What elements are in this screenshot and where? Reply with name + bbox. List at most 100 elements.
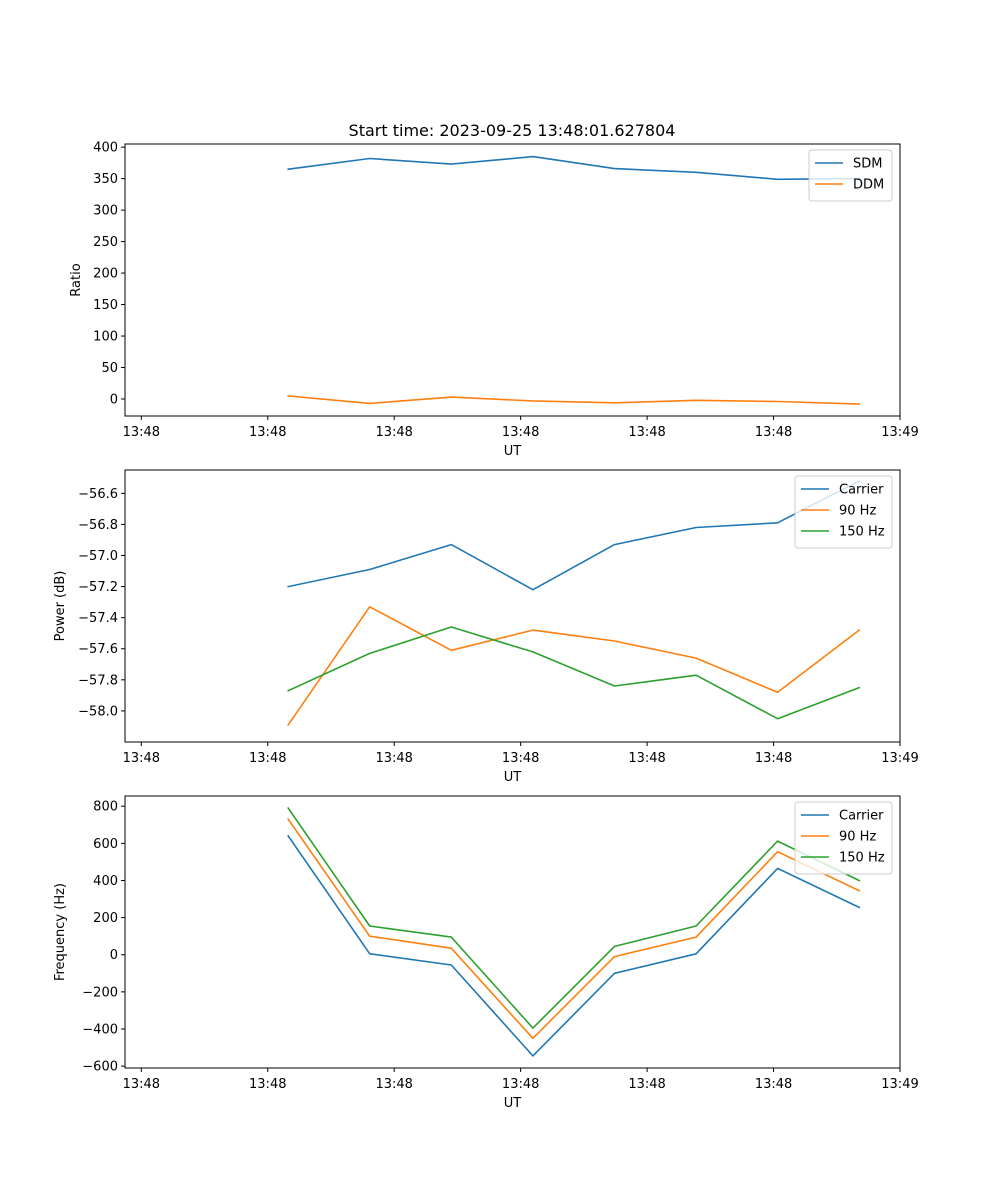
y-tick: 300 <box>93 204 125 219</box>
x-tick-label: 13:48 <box>375 425 412 440</box>
y-tick: 600 <box>93 837 125 852</box>
x-tick: 13:48 <box>123 1068 160 1092</box>
x-tick-label: 13:48 <box>249 425 286 440</box>
y-tick: 350 <box>93 172 125 187</box>
y-tick: −57.8 <box>78 673 125 688</box>
x-axis-label: UT <box>504 770 522 785</box>
x-tick-label: 13:48 <box>123 751 160 766</box>
y-tick-label: 0 <box>110 948 118 963</box>
x-tick: 13:48 <box>628 1068 666 1092</box>
y-tick: −600 <box>82 1060 125 1075</box>
series-line-carrier <box>287 834 861 1057</box>
legend-label: DDM <box>853 178 884 193</box>
x-tick-label: 13:49 <box>881 425 918 440</box>
x-tick: 13:48 <box>502 1068 539 1092</box>
x-tick: 13:48 <box>249 1068 286 1092</box>
x-tick-label: 13:48 <box>628 425 665 440</box>
axes-frame <box>124 795 901 1069</box>
y-tick: 400 <box>93 874 125 889</box>
y-tick-label: 200 <box>93 267 118 282</box>
y-tick-label: −56.8 <box>78 518 118 533</box>
series-line-carrier <box>287 479 861 591</box>
legend: Carrier 90 Hz 150 Hz <box>794 801 893 875</box>
y-axis-label: Ratio <box>69 263 84 296</box>
axes-frame <box>124 143 901 417</box>
series-line-sdm <box>287 155 861 181</box>
y-tick-label: −57.8 <box>78 673 118 688</box>
chart-1: 0 50 100 150 200 250 300 350 400 13:48 13:48 13:48 1… <box>69 141 919 459</box>
y-tick: −57.2 <box>78 580 125 595</box>
y-tick: 50 <box>101 361 125 376</box>
y-tick: 100 <box>93 330 125 345</box>
x-tick-label: 13:48 <box>123 1077 160 1092</box>
x-tick: 13:49 <box>881 1068 919 1092</box>
y-tick: 0 <box>110 948 125 963</box>
y-tick: 0 <box>110 393 125 408</box>
series-line-150-hz <box>287 626 861 720</box>
charts-container: 0 50 100 150 200 250 300 350 400 13:48 13:48 13:48 1… <box>53 141 919 1111</box>
y-tick-label: 400 <box>93 874 118 889</box>
y-tick-label: 600 <box>93 837 118 852</box>
y-tick-label: 350 <box>93 172 118 187</box>
y-tick-label: 250 <box>93 235 118 250</box>
y-tick-label: 0 <box>110 393 118 408</box>
y-tick-label: −57.6 <box>78 642 118 657</box>
legend-box <box>794 475 893 549</box>
series-line-150-hz <box>287 806 861 1029</box>
legend-label: Carrier <box>839 809 884 824</box>
x-tick-label: 13:48 <box>502 425 539 440</box>
x-tick: 13:48 <box>755 742 792 766</box>
y-tick: −58.0 <box>78 704 125 719</box>
y-axis-label: Power (dB) <box>53 571 68 642</box>
x-tick-label: 13:48 <box>755 425 792 440</box>
y-tick: −57.4 <box>78 611 125 626</box>
x-tick: 13:48 <box>502 416 539 440</box>
y-tick: −57.6 <box>78 642 125 657</box>
y-axis-label: Frequency (Hz) <box>53 883 68 981</box>
chart-2: −58.0 −57.8 −57.6 −57.4 −57.2 −57.0 −56.8 −56.6… <box>53 469 919 785</box>
y-tick: −56.8 <box>78 518 125 533</box>
x-tick: 13:48 <box>628 416 666 440</box>
y-tick: −56.6 <box>78 487 125 502</box>
chart-3: −600 −400 −200 0 200 400 600 800 13:48 13:48 13:48… <box>53 795 919 1111</box>
x-tick: 13:49 <box>881 416 919 440</box>
y-tick-label: 400 <box>93 141 118 156</box>
x-tick: 13:48 <box>123 416 160 440</box>
x-tick-label: 13:48 <box>375 1077 412 1092</box>
legend-label: Carrier <box>839 483 884 498</box>
y-tick-label: −57.2 <box>78 580 118 595</box>
x-tick-label: 13:48 <box>502 751 539 766</box>
y-tick-label: −58.0 <box>78 704 118 719</box>
x-tick-label: 13:48 <box>375 751 412 766</box>
x-tick: 13:49 <box>881 742 919 766</box>
figure-title: Start time: 2023-09-25 13:48:01.627804 <box>349 121 676 140</box>
x-tick: 13:48 <box>375 742 413 766</box>
y-tick: 200 <box>93 267 125 282</box>
x-tick: 13:48 <box>755 1068 792 1092</box>
legend-label: 90 Hz <box>839 504 876 519</box>
y-tick-label: −200 <box>82 985 118 1000</box>
x-tick: 13:48 <box>502 742 539 766</box>
y-tick: 150 <box>93 298 125 313</box>
y-tick-label: 150 <box>93 298 118 313</box>
x-tick-label: 13:49 <box>881 1077 918 1092</box>
axes-frame <box>124 469 901 743</box>
legend-label: 150 Hz <box>839 525 885 540</box>
y-tick-label: −57.4 <box>78 611 118 626</box>
series-line-90-hz <box>287 818 861 1040</box>
y-tick: −200 <box>82 985 125 1000</box>
x-tick: 13:48 <box>249 416 286 440</box>
x-tick: 13:48 <box>123 742 160 766</box>
y-tick-label: 800 <box>93 800 118 815</box>
legend-label: 150 Hz <box>839 851 885 866</box>
y-tick: 200 <box>93 911 125 926</box>
x-tick-label: 13:48 <box>755 751 792 766</box>
legend-label: 90 Hz <box>839 830 876 845</box>
y-tick-label: 300 <box>93 204 118 219</box>
x-tick: 13:48 <box>375 416 413 440</box>
x-tick-label: 13:48 <box>123 425 160 440</box>
y-tick: 800 <box>93 800 125 815</box>
x-tick-label: 13:49 <box>881 751 918 766</box>
x-tick-label: 13:48 <box>249 751 286 766</box>
